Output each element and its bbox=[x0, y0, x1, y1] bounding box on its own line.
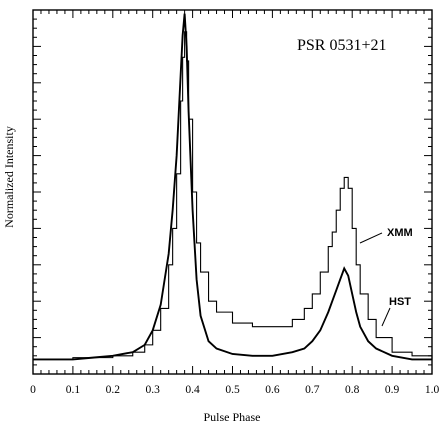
x-tick-label: 0.4 bbox=[185, 384, 200, 396]
y-axis-ticks bbox=[33, 9, 432, 375]
x-tick-label: 0.6 bbox=[265, 384, 280, 396]
x-tick-label: 0.2 bbox=[106, 384, 121, 396]
x-tick-label: 0.8 bbox=[345, 384, 360, 396]
xmm-series-line bbox=[33, 31, 433, 360]
x-tick-label: 0.5 bbox=[225, 384, 240, 396]
x-tick-label: 1.0 bbox=[425, 384, 440, 396]
y-axis-label: Normalized Intensity bbox=[2, 126, 16, 228]
plot-area bbox=[33, 13, 433, 361]
x-tick-label: 0.1 bbox=[66, 384, 81, 396]
x-tick-label: 0.7 bbox=[305, 384, 320, 396]
x-tick-label: 0.9 bbox=[385, 384, 400, 396]
x-axis-label: Pulse Phase bbox=[204, 410, 261, 424]
hst-annotation-leader bbox=[381, 307, 391, 327]
x-tick-label: 0.3 bbox=[146, 384, 161, 396]
hst-series-line bbox=[33, 13, 432, 361]
chart-title: PSR 0531+21 bbox=[297, 37, 387, 54]
xmm-annotation-leader bbox=[359, 232, 383, 244]
x-axis-ticks: 0 0.1 0.2 0.3 0.4 0.5 0.6 0.7 0.8 0.9 1.0 bbox=[30, 10, 439, 396]
x-tick-label: 0 bbox=[30, 384, 36, 396]
xmm-annotation-label: XMM bbox=[387, 227, 413, 239]
hst-annotation-label: HST bbox=[389, 296, 411, 308]
